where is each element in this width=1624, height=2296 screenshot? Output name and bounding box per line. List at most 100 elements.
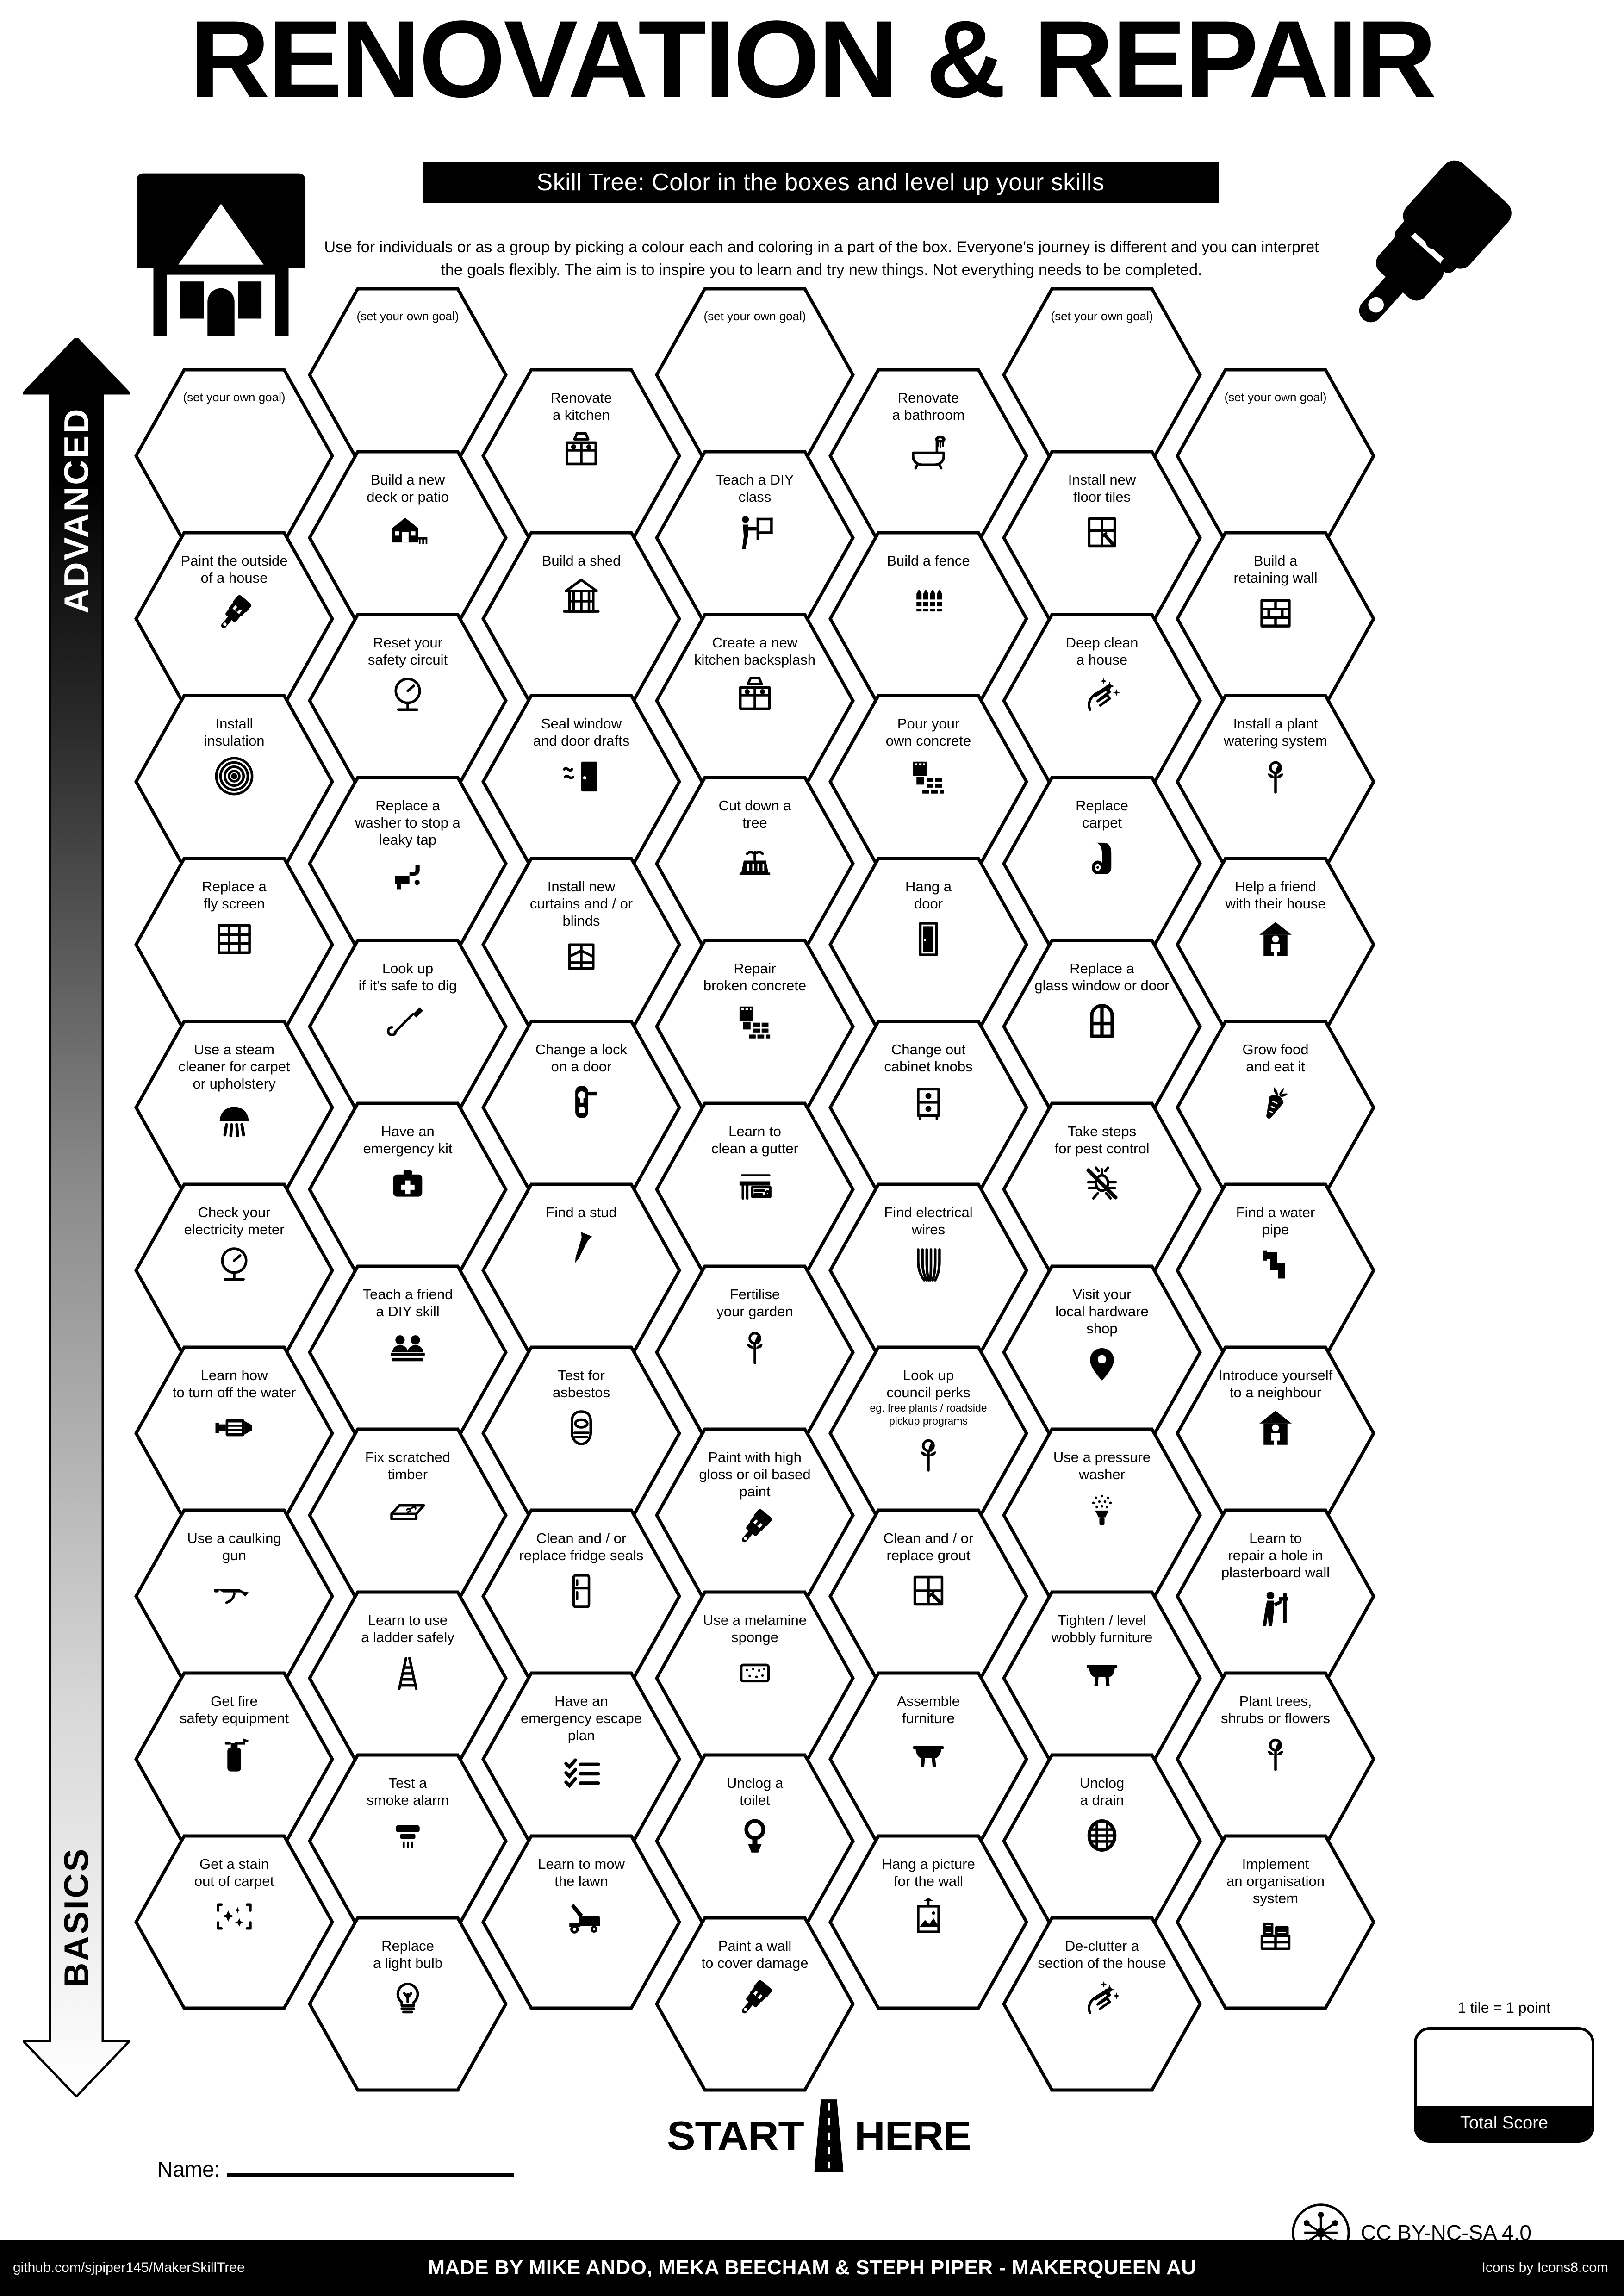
skill-hex[interactable]: Cut down a tree — [655, 776, 855, 952]
skill-hex[interactable]: Build a retaining wall — [1176, 531, 1375, 707]
skill-hex[interactable]: Have an emergency kit — [308, 1101, 508, 1277]
skill-hex[interactable]: Pour your own concrete — [828, 694, 1028, 870]
skill-hex[interactable]: Help a friend with their house — [1176, 857, 1375, 1033]
skill-hex[interactable]: Replace a washer to stop a leaky tap — [308, 776, 508, 952]
hex-outline — [308, 939, 508, 1114]
skill-hex[interactable]: Paint with high gloss or oil based paint — [655, 1427, 855, 1603]
footer-credit: MADE BY MIKE ANDO, MEKA BEECHAM & STEPH … — [428, 2256, 1196, 2279]
road-icon — [814, 2099, 844, 2172]
hex-outline — [481, 1671, 681, 1847]
skill-hex[interactable]: Paint a wall to cover damage — [655, 1916, 855, 2092]
skill-hex[interactable]: Get a stain out of carpet — [134, 1834, 334, 2010]
skill-hex[interactable]: Learn how to turn off the water — [134, 1345, 334, 1521]
skill-hex[interactable]: Tighten / level wobbly furniture — [1002, 1590, 1202, 1766]
skill-hex[interactable]: Test for asbestos — [481, 1345, 681, 1521]
skill-hex[interactable]: Use a pressure washer — [1002, 1427, 1202, 1603]
name-write-line[interactable] — [227, 2173, 515, 2177]
skill-hex[interactable]: Install insulation — [134, 694, 334, 870]
skill-hex[interactable]: Learn to mow the lawn — [481, 1834, 681, 2010]
skill-hex[interactable]: Hang a door — [828, 857, 1028, 1033]
skill-hex[interactable]: Teach a friend a DIY skill — [308, 1264, 508, 1440]
hex-outline — [481, 531, 681, 707]
skill-hex[interactable]: Learn to repair a hole in plasterboard wal… — [1176, 1508, 1375, 1684]
hex-outline — [1176, 1345, 1375, 1521]
skill-hex[interactable]: Deep clean a house — [1002, 613, 1202, 789]
skill-hex[interactable]: Grow food and eat it — [1176, 1020, 1375, 1195]
skill-hex[interactable]: Clean and / or replace fridge seals — [481, 1508, 681, 1684]
skill-hex[interactable]: Change out cabinet knobs — [828, 1020, 1028, 1195]
skill-hex[interactable]: Build a shed — [481, 531, 681, 707]
skill-hex[interactable]: Build a fence — [828, 531, 1028, 707]
skill-hex[interactable]: Change a lock on a door — [481, 1020, 681, 1195]
skill-hex[interactable]: Visit your local hardware shop — [1002, 1264, 1202, 1440]
skill-hex[interactable]: Find electrical wires — [828, 1182, 1028, 1358]
skill-hex[interactable]: Get fire safety equipment — [134, 1671, 334, 1847]
skill-hex-open-goal[interactable]: (set your own goal) — [1176, 368, 1375, 544]
skill-hex[interactable]: Test a smoke alarm — [308, 1753, 508, 1929]
hex-outline — [481, 1020, 681, 1195]
skill-hex[interactable]: Renovate a bathroom — [828, 368, 1028, 544]
skill-hex[interactable]: Replace carpet — [1002, 776, 1202, 952]
start-here-marker: START HERE — [639, 2099, 1000, 2172]
skill-hex[interactable]: Fertilise your garden — [655, 1264, 855, 1440]
house-icon — [137, 167, 305, 336]
skill-hex[interactable]: Clean and / or replace grout — [828, 1508, 1028, 1684]
hex-outline — [1176, 1182, 1375, 1358]
skill-hex[interactable]: Plant trees, shrubs or flowers — [1176, 1671, 1375, 1847]
skill-hex[interactable]: Create a new kitchen backsplash — [655, 613, 855, 789]
skill-hex-open-goal[interactable]: (set your own goal) — [1002, 287, 1202, 463]
skill-hex[interactable]: Have an emergency escape plan — [481, 1671, 681, 1847]
hex-outline — [1176, 857, 1375, 1033]
hex-outline — [481, 1345, 681, 1521]
hex-outline — [134, 857, 334, 1033]
skill-hex[interactable]: Replace a glass window or door — [1002, 939, 1202, 1114]
footer-github-link[interactable]: github.com/sjpiper145/MakerSkillTree — [13, 2260, 245, 2275]
hex-outline — [655, 287, 855, 463]
skill-hex[interactable]: Teach a DIY class — [655, 450, 855, 626]
skill-hex[interactable]: Repair broken concrete — [655, 939, 855, 1114]
skill-hex[interactable]: Replace a light bulb — [308, 1916, 508, 2092]
hex-outline — [828, 1671, 1028, 1847]
footer-icons-credit[interactable]: Icons by Icons8.com — [1481, 2260, 1608, 2275]
skill-hex[interactable]: Reset your safety circuit — [308, 613, 508, 789]
skill-hex[interactable]: Introduce yourself to a neighbour — [1176, 1345, 1375, 1521]
hex-outline — [308, 1101, 508, 1277]
skill-hex-open-goal[interactable]: (set your own goal) — [308, 287, 508, 463]
hex-outline — [828, 1834, 1028, 2010]
skill-hex[interactable]: Use a steam cleaner for carpet or upholste… — [134, 1020, 334, 1195]
skill-hex[interactable]: Assemble furniture — [828, 1671, 1028, 1847]
skill-hex[interactable]: Look up council perks eg. free plants / ro… — [828, 1345, 1028, 1521]
skill-hex-open-goal[interactable]: (set your own goal) — [134, 368, 334, 544]
skill-hex[interactable]: Replace a fly screen — [134, 857, 334, 1033]
skill-hex[interactable]: Find a water pipe — [1176, 1182, 1375, 1358]
skill-hex[interactable]: Unclog a toilet — [655, 1753, 855, 1929]
skill-hex[interactable]: Learn to clean a gutter — [655, 1101, 855, 1277]
skill-hex[interactable]: Look up if it's safe to dig — [308, 939, 508, 1114]
skill-hex-open-goal[interactable]: (set your own goal) — [655, 287, 855, 463]
skill-hex[interactable]: Unclog a drain — [1002, 1753, 1202, 1929]
skill-hex[interactable]: Learn to use a ladder safely — [308, 1590, 508, 1766]
skill-hex[interactable]: Fix scratched timber — [308, 1427, 508, 1603]
footer-bar: github.com/sjpiper145/MakerSkillTree MAD… — [0, 2240, 1624, 2296]
skill-hex[interactable]: Paint the outside of a house — [134, 531, 334, 707]
skill-hex[interactable]: Take steps for pest control — [1002, 1101, 1202, 1277]
hex-outline — [1002, 776, 1202, 952]
skill-hex[interactable]: De-clutter a section of the house — [1002, 1916, 1202, 2092]
skill-hex[interactable]: Renovate a kitchen — [481, 368, 681, 544]
page-title: RENOVATION & REPAIR — [189, 0, 1437, 120]
skill-hex[interactable]: Use a caulking gun — [134, 1508, 334, 1684]
skill-hex[interactable]: Build a new deck or patio — [308, 450, 508, 626]
skill-hex[interactable]: Use a melamine sponge — [655, 1590, 855, 1766]
hex-outline — [134, 1345, 334, 1521]
skill-hex[interactable]: Find a stud — [481, 1182, 681, 1358]
name-field[interactable]: Name: — [157, 2157, 515, 2182]
skill-hex[interactable]: Implement an organisation system — [1176, 1834, 1375, 2010]
skill-hex[interactable]: Check your electricity meter — [134, 1182, 334, 1358]
skill-hex[interactable]: Install a plant watering system — [1176, 694, 1375, 870]
skill-hex[interactable]: Install new curtains and / or blinds — [481, 857, 681, 1033]
score-input-box[interactable]: Total Score — [1414, 2027, 1594, 2143]
skill-hex[interactable]: Install new floor tiles — [1002, 450, 1202, 626]
skill-hex[interactable]: Hang a picture for the wall — [828, 1834, 1028, 2010]
hex-outline — [828, 1182, 1028, 1358]
skill-hex[interactable]: Seal window and door drafts — [481, 694, 681, 870]
